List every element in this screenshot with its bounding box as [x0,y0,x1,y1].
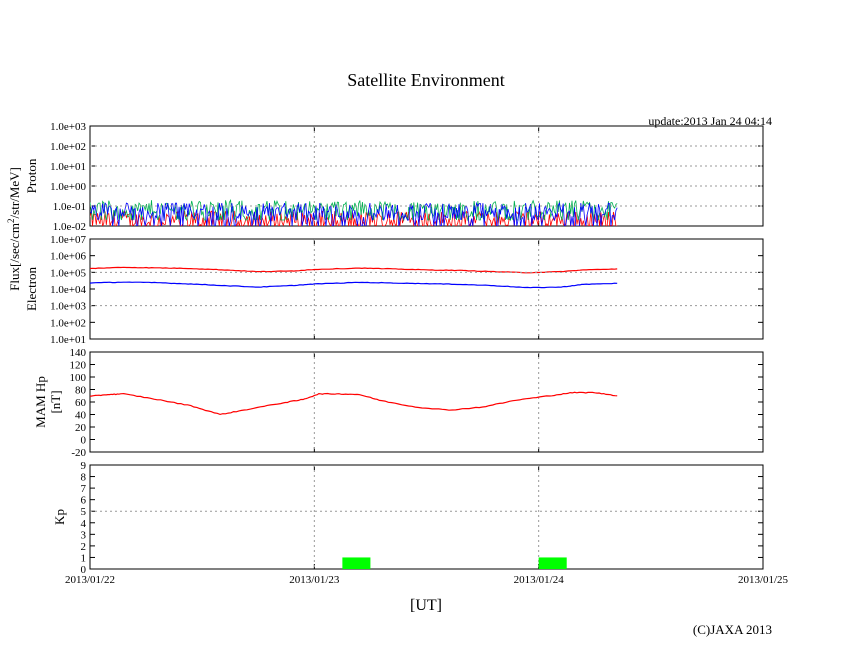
y-tick-label: -20 [71,447,86,459]
y-axis-label-unit: [nT] [48,390,63,413]
panel-frame [89,125,764,227]
y-tick-label: 1.0e+00 [50,181,86,193]
y-tick-label: 1.0e+02 [50,141,86,153]
panel-plot-area [90,391,618,416]
y-tick-label: 4 [81,518,87,530]
y-axis-label: Proton [24,158,39,193]
chart-title: Satellite Environment [347,70,504,90]
panel-frame [89,238,764,340]
y-tick-label: 100 [70,372,87,384]
update-timestamp: update:2013 Jan 24 04:14 [648,114,772,128]
y-tick-label: 9 [81,460,87,472]
y-tick-label: 1.0e-01 [53,201,86,213]
flux-label-sup: 2 [6,218,16,223]
panel-plot-area [90,266,618,289]
kp-bar [538,557,567,569]
y-tick-label: 40 [75,410,87,422]
panel-electron: 1.0e+01 1.0e+02 1.0e+03 1.0e+04 1.0e+05 1.0e+… [24,234,764,346]
electron-series-blue [90,281,618,289]
y-tick-label: 120 [70,360,87,372]
panel-plot-area [90,198,618,226]
x-tick-label: 2013/01/22 [65,574,115,586]
kp-bar [342,557,371,569]
y-tick-label: 2 [81,541,87,553]
x-axis-label: [UT] [410,597,442,614]
y-tick-label: 1.0e+04 [50,284,86,296]
panel-frame [89,464,764,570]
y-tick-label: 1.0e+07 [50,234,86,246]
y-tick-label: 1.0e+06 [50,251,86,263]
y-tick-label: 3 [81,529,87,541]
x-tick-label: 2013/01/25 [738,574,789,586]
copyright: (C)JAXA 2013 [693,622,772,637]
y-axis-label: Kp [52,509,67,525]
panel-plot-area [342,557,567,569]
flux-label-main: Flux[/sec/cm [7,223,22,291]
y-tick-label: 1.0e+01 [50,161,86,173]
y-tick-label: 1.0e+02 [50,317,86,329]
y-tick-label: 1 [81,552,87,564]
y-tick-label: 1.0e+03 [50,301,86,313]
flux-axis-label: Flux[/sec/cm2/str/MeV] [6,167,22,291]
x-tick-label: 2013/01/24 [514,574,565,586]
y-tick-label: 1.0e+01 [50,334,86,346]
y-tick-label: 80 [75,385,87,397]
mam-hp-series-red [90,391,618,416]
flux-label-rest: /str/MeV] [7,167,22,218]
y-tick-label: 140 [70,347,87,359]
y-tick-label: 1.0e-02 [53,221,86,233]
panel-frame [89,351,764,453]
y-axis-label: MAM Hp [33,376,48,428]
y-axis-label: Electron [24,266,39,311]
y-tick-label: 5 [81,506,87,518]
y-tick-label: 8 [81,472,87,484]
y-tick-label: 1.0e+05 [50,267,86,279]
proton-series-red [90,210,618,226]
y-tick-label: 20 [75,422,87,434]
y-tick-label: 6 [81,495,87,507]
y-tick-label: 60 [75,397,87,409]
electron-series-red [90,266,618,274]
x-tick-label: 2013/01/23 [289,574,340,586]
y-tick-label: 7 [81,483,87,495]
proton-series-blue [90,201,618,226]
panel-proton: 1.0e-02 1.0e-01 1.0e+00 1.0e+01 1.0e+02 1.0e+… [24,121,764,233]
y-tick-label: 0 [81,435,87,447]
y-tick-label: 1.0e+03 [50,121,86,133]
y-tick-label: 0 [81,564,87,576]
